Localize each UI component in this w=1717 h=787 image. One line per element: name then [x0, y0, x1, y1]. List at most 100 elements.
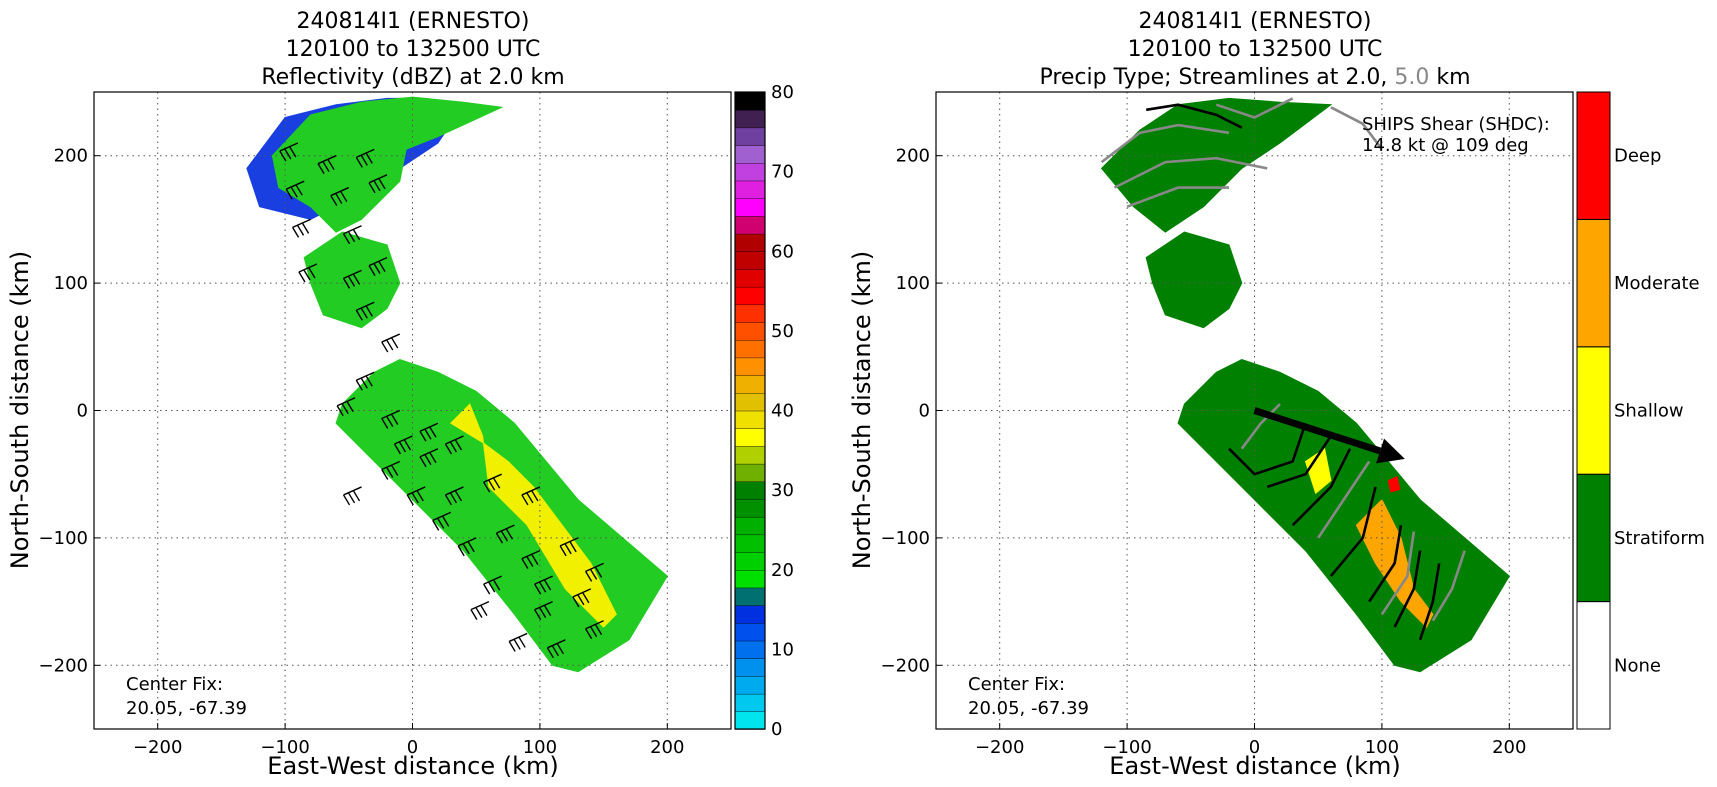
wind-barb-flag	[355, 309, 363, 321]
wind-barb	[508, 632, 528, 652]
colorbar-tick-label-1: 10	[771, 639, 794, 660]
wind-barb-flag	[341, 403, 349, 415]
wind-barb-flag	[342, 277, 351, 289]
colorbar-bin-33	[734, 127, 766, 146]
colorbar-frame	[734, 91, 766, 730]
colorbar-tick-label-2: 20	[771, 560, 794, 581]
wind-barb-flag	[429, 452, 437, 464]
right-echo-region-5	[1387, 475, 1401, 493]
right-echo-region-2	[1177, 358, 1510, 673]
wind-barb-flag	[429, 426, 437, 438]
wind-barb	[457, 537, 477, 557]
left-x-tick-label-2: 0	[407, 737, 418, 758]
wind-barb-flag	[327, 159, 335, 171]
wind-barb-staff	[496, 524, 515, 534]
shear-arrowhead	[1376, 438, 1405, 464]
right-precip-type-echoes	[1100, 97, 1510, 673]
category-label-none: None	[1614, 655, 1661, 676]
wind-barb-flag	[347, 231, 356, 243]
wind-barb-flag	[559, 545, 567, 557]
right-y-tick-label-3: 100	[896, 273, 930, 294]
shear-label-line-1: SHIPS Shear (SHDC):	[1362, 114, 1550, 135]
wind-barb-flag	[454, 439, 463, 451]
streamline	[1266, 435, 1332, 489]
colorbar-bin-29	[734, 197, 766, 217]
right-echo-region-1	[1145, 231, 1243, 329]
left-echo-region-4	[449, 403, 617, 628]
wind-barb-flag	[365, 152, 373, 164]
streamline	[1215, 97, 1294, 119]
colorbar-bin-11	[734, 516, 766, 536]
shear-label-line-2: 14.8 kt @ 109 deg	[1362, 135, 1529, 156]
wind-barb-staff	[534, 575, 553, 585]
wind-barb-flag	[564, 543, 572, 555]
reflectivity-colorbar-ticks: 0 10 20 30 40 50 60 70 80	[771, 82, 794, 740]
wind-barb-flag	[449, 441, 458, 453]
wind-barb-staff	[330, 186, 350, 197]
wind-barb	[432, 511, 452, 531]
wind-barb	[285, 180, 305, 200]
wind-barb-flag	[442, 516, 450, 527]
wind-barb-flag	[340, 191, 348, 202]
right-title-prefix: Precip Type; Streamlines at 2.0,	[1039, 65, 1394, 90]
wind-barb-staff	[419, 448, 439, 458]
wind-barb-flag	[284, 148, 292, 160]
wind-barb-flag	[556, 643, 564, 655]
wind-barb-flag	[330, 195, 338, 206]
wind-barb-flag	[342, 494, 351, 506]
right-echo-region-0	[1100, 97, 1333, 233]
colorbar-bin-7	[734, 587, 766, 606]
wind-barb-flag	[391, 337, 399, 349]
shear-arrow	[1253, 407, 1382, 455]
wind-barb-flag	[518, 637, 526, 648]
left-y-tick-label-1: −100	[39, 528, 88, 549]
wind-barb	[381, 333, 401, 353]
wind-barb-flag	[317, 163, 325, 175]
left-echo-region-2	[303, 231, 401, 329]
left-title-line-2: 120100 to 132500 UTC	[286, 37, 541, 62]
wind-barb-flag	[285, 188, 293, 200]
wind-barb-flag	[488, 581, 496, 593]
wind-barb-flag	[386, 416, 394, 427]
wind-barb-flag	[531, 490, 539, 502]
wind-barb-staff	[285, 180, 305, 190]
wind-barb-flag	[419, 430, 427, 442]
wind-barb-flag	[308, 267, 316, 279]
right-x-axis-label: East-West distance (km)	[1109, 752, 1400, 780]
wind-barb-staff	[559, 537, 579, 547]
wind-barb-flag	[386, 339, 394, 351]
colorbar-bin-18	[734, 392, 766, 412]
wind-barb	[291, 218, 311, 238]
wind-barb-staff	[445, 435, 464, 445]
wind-barb-flag	[539, 607, 547, 618]
category-swatch-shallow	[1576, 346, 1611, 475]
left-title-line-1: 240814I1 (ERNESTO)	[297, 9, 530, 34]
wind-barb-staff	[406, 486, 426, 496]
left-y-tick-label-4: 200	[54, 146, 88, 167]
colorbar-tick-label-3: 30	[771, 480, 794, 501]
wind-barb	[444, 435, 464, 455]
colorbar-bin-17	[734, 410, 766, 429]
streamline	[1418, 563, 1441, 641]
wind-barb	[534, 600, 553, 620]
wind-barb-flag	[378, 178, 386, 190]
streamline	[1240, 403, 1281, 450]
colorbar-bin-16	[734, 427, 766, 447]
wind-barb-flag	[569, 541, 577, 553]
wind-barb-flag	[500, 530, 509, 542]
wind-barb-flag	[303, 269, 311, 281]
wind-barb	[419, 422, 439, 442]
category-swatch-moderate	[1576, 218, 1611, 348]
colorbar-tick-label-5: 50	[771, 321, 794, 342]
wind-barb-staff	[547, 639, 566, 649]
colorbar-bin-27	[734, 233, 766, 252]
wind-barb-flag	[534, 609, 542, 620]
left-center-fix-value: 20.05, -67.39	[126, 698, 247, 719]
streamline	[1431, 550, 1466, 622]
right-x-ticks: −200 −100 0 100 200	[975, 723, 1526, 758]
wind-barb-flag	[416, 490, 424, 502]
wind-barb-flag	[298, 271, 306, 283]
left-echo-region-1	[271, 96, 504, 233]
wind-barb-flag	[365, 375, 373, 387]
wind-barb-flag	[352, 273, 361, 285]
